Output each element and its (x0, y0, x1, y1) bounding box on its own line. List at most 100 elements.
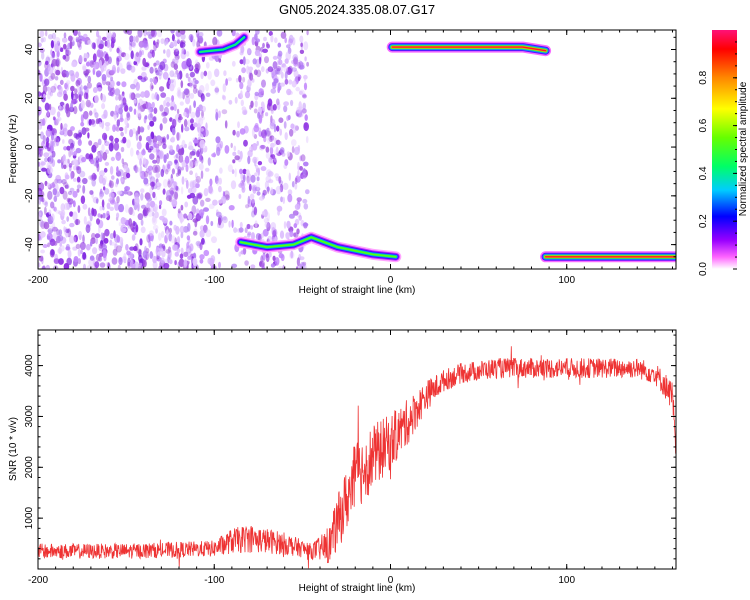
noise-speck (283, 101, 289, 107)
noise-speck (75, 79, 81, 87)
noise-speck (81, 156, 87, 163)
signal-track-0 (199, 36, 245, 53)
noise-speck (169, 187, 175, 195)
noise-speck (47, 228, 54, 234)
noise-speck (42, 84, 48, 94)
noise-speck (180, 204, 184, 211)
noise-speck (266, 222, 271, 232)
noise-speck (64, 82, 68, 90)
noise-speck (129, 246, 135, 251)
noise-speck (203, 249, 210, 257)
noise-speck (251, 184, 257, 191)
noise-speck (114, 88, 121, 96)
snr-x-label: Height of straight line (km) (299, 583, 416, 594)
spectrogram-x-ticks: -200 -100 0 100 (28, 30, 673, 286)
noise-speck (249, 104, 252, 110)
noise-speck (151, 93, 155, 100)
noise-speck (91, 144, 97, 153)
noise-speck (96, 30, 100, 38)
noise-speck (274, 257, 280, 266)
noise-speck (103, 186, 106, 191)
noise-speck (56, 118, 60, 124)
noise-speck (67, 198, 74, 205)
noise-speck (275, 146, 279, 154)
noise-speck (102, 36, 107, 41)
noise-speck (40, 231, 46, 238)
noise-speck (304, 56, 307, 62)
noise-speck (148, 113, 154, 121)
noise-speck (214, 87, 220, 93)
noise-speck (93, 141, 99, 149)
noise-speck (85, 99, 92, 108)
noise-speck (207, 185, 213, 194)
noise-speck (293, 232, 299, 238)
noise-speck (300, 154, 306, 162)
noise-speck (189, 80, 193, 89)
noise-speck (76, 176, 81, 183)
colorbar-tick-label: 0.0 (698, 262, 709, 276)
noise-speck (158, 150, 164, 160)
noise-speck (249, 72, 254, 81)
noise-speck (195, 208, 200, 215)
noise-speck (130, 147, 134, 157)
noise-speck (302, 94, 307, 99)
noise-speck (253, 69, 258, 76)
noise-speck (96, 163, 100, 173)
noise-speck (149, 230, 154, 236)
noise-speck (192, 230, 198, 236)
noise-speck (138, 258, 144, 264)
noise-speck (163, 106, 169, 116)
noise-speck (239, 150, 243, 160)
noise-speck (59, 79, 64, 85)
noise-speck (38, 262, 41, 268)
noise-speck (279, 230, 285, 239)
noise-speck (85, 69, 91, 74)
noise-speck (78, 95, 81, 101)
noise-speck (290, 250, 294, 259)
noise-speck (39, 73, 43, 82)
noise-speck (79, 242, 86, 250)
noise-speck (199, 37, 203, 44)
noise-speck (139, 238, 143, 246)
noise-speck (240, 90, 243, 99)
noise-speck (150, 30, 155, 37)
noise-speck (73, 236, 77, 244)
noise-speck (264, 56, 269, 64)
noise-speck (57, 159, 62, 164)
noise-speck (261, 110, 264, 119)
noise-speck (58, 229, 63, 236)
noise-speck (62, 154, 66, 162)
noise-speck (144, 115, 148, 120)
noise-speck (173, 49, 177, 56)
noise-speck (140, 226, 146, 234)
noise-speck (79, 90, 84, 96)
noise-speck (42, 244, 48, 248)
noise-speck (240, 250, 245, 255)
noise-speck (272, 104, 277, 111)
noise-speck (288, 38, 293, 46)
colorbar-scale (712, 30, 737, 269)
noise-speck (266, 212, 271, 222)
noise-speck (212, 199, 218, 206)
noise-speck (211, 236, 217, 244)
noise-speck (135, 224, 139, 233)
noise-speck (47, 190, 53, 200)
noise-speck (75, 147, 82, 154)
noise-speck (169, 145, 173, 152)
noise-speck (286, 151, 291, 157)
noise-speck (173, 104, 177, 112)
noise-speck (145, 167, 150, 174)
noise-speck (77, 39, 82, 48)
noise-speck (267, 98, 273, 107)
noise-speck (110, 156, 115, 162)
noise-speck (119, 117, 124, 123)
noise-speck (201, 237, 205, 245)
noise-speck (167, 163, 171, 170)
noise-speck (253, 108, 258, 114)
noise-speck (103, 167, 108, 173)
noise-speck (221, 94, 225, 100)
noise-speck (185, 179, 189, 189)
noise-speck (270, 88, 277, 94)
noise-speck (51, 52, 56, 59)
noise-speck (61, 178, 67, 185)
